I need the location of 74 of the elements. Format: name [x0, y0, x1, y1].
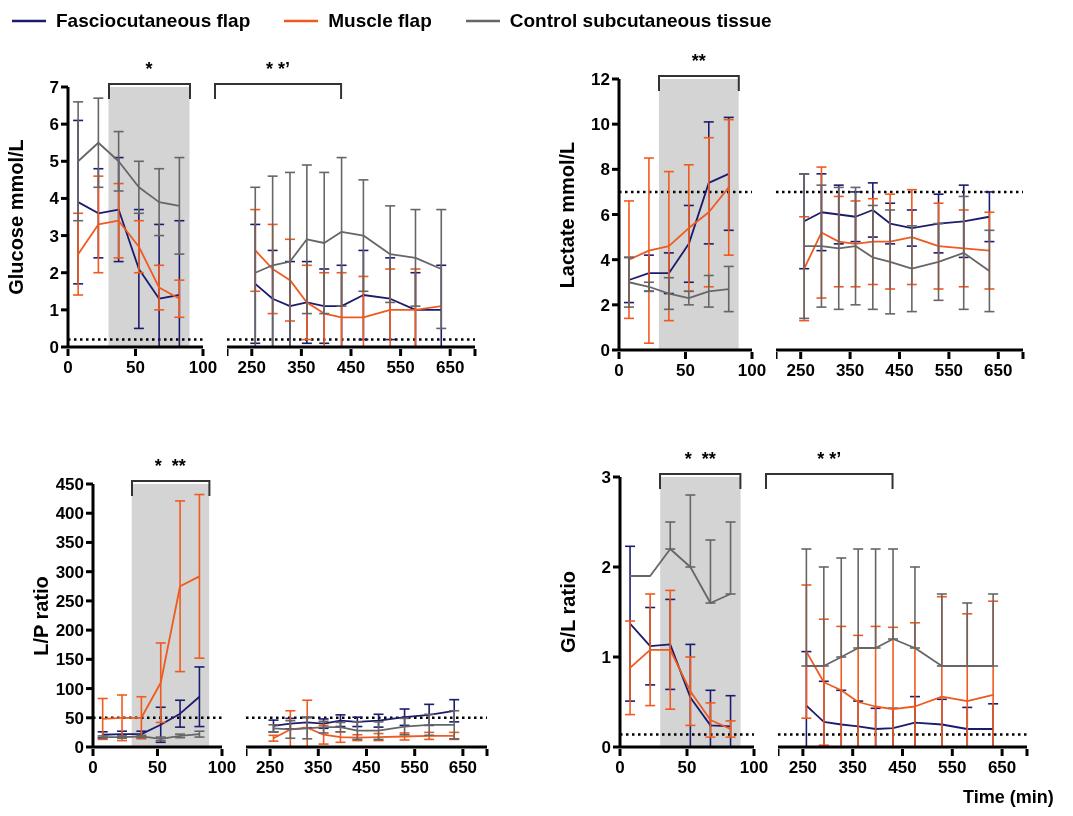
y-tick-label: 3: [49, 226, 59, 246]
x-tick-label: 450: [885, 361, 914, 380]
y-tick-label: 2: [600, 295, 610, 315]
y-axis-title: Lactate mmol/L: [555, 140, 579, 290]
y-tick-label: 12: [591, 70, 610, 90]
legend-label: Muscle flap: [328, 10, 432, 32]
x-tick-label: 550: [934, 361, 964, 380]
x-axis-title: Time (min): [963, 787, 1054, 808]
x-tick-label: 550: [400, 758, 429, 777]
x-tick-label: 650: [987, 758, 1017, 777]
y-tick-label: 1: [49, 300, 59, 320]
text: * **: [683, 449, 717, 469]
y-tick-label: 150: [55, 650, 84, 670]
text: **: [690, 51, 707, 71]
x-tick-label: 50: [677, 758, 697, 777]
x-tick-label: 100: [739, 758, 769, 777]
x-tick-label: 100: [207, 758, 237, 777]
x-tick-label: 350: [287, 358, 316, 377]
y-tick-label: 200: [55, 621, 84, 641]
x-tick-label: 250: [788, 758, 818, 777]
x-tick-label: 650: [984, 361, 1013, 380]
y-tick-label: 4: [600, 250, 611, 270]
y-tick-label: 100: [55, 679, 84, 699]
text: *: [144, 59, 154, 79]
x-tick-label: 250: [786, 361, 815, 380]
legend-label: Control subcutaneous tissue: [509, 10, 772, 32]
x-tick-label: 350: [835, 361, 865, 380]
y-tick-label: 0: [600, 341, 610, 361]
x-tick-label: 650: [436, 358, 465, 377]
y-tick-label: 4: [49, 189, 60, 209]
y-axis-title: G/L ratio: [556, 570, 580, 655]
y-tick-label: 350: [55, 533, 84, 553]
y-tick-label: 5: [49, 152, 59, 172]
x-tick-label: 0: [615, 758, 625, 777]
x-tick-label: 450: [336, 358, 366, 377]
text: * *’: [265, 59, 292, 79]
x-tick-label: 550: [938, 758, 967, 777]
y-tick-label: 7: [49, 78, 59, 98]
y-tick-label: 1: [601, 648, 611, 668]
y-tick-label: 6: [600, 205, 610, 225]
legend-label: Fasciocutaneous flap: [56, 10, 251, 32]
y-axis-title: L/P ratio: [29, 574, 53, 658]
y-tick-label: 2: [49, 263, 59, 283]
y-tick-label: 0: [74, 738, 84, 758]
x-tick-label: 550: [386, 358, 415, 377]
x-tick-label: 350: [838, 758, 867, 777]
x-tick-label: 250: [255, 758, 285, 777]
y-tick-label: 10: [591, 115, 610, 135]
x-tick-label: 450: [888, 758, 917, 777]
y-tick-label: 3: [601, 468, 611, 488]
y-tick-label: 2: [601, 558, 611, 578]
x-tick-label: 450: [352, 758, 381, 777]
x-tick-label: 0: [614, 361, 624, 380]
x-tick-label: 350: [304, 758, 333, 777]
y-tick-label: 50: [65, 708, 84, 728]
y-tick-label: 0: [49, 338, 59, 358]
y-tick-label: 6: [49, 115, 59, 135]
y-tick-label: 450: [55, 475, 84, 495]
x-tick-label: 100: [737, 361, 767, 380]
y-axis-title: Glucose mmol/L: [4, 138, 28, 297]
x-tick-label: 100: [188, 358, 218, 377]
text: * **: [153, 456, 187, 476]
y-tick-label: 250: [55, 591, 84, 611]
x-tick-label: 50: [676, 361, 695, 380]
x-tick-label: 50: [126, 358, 145, 377]
y-tick-label: 300: [55, 562, 84, 582]
y-tick-label: 8: [600, 160, 610, 180]
x-tick-label: 650: [448, 758, 478, 777]
y-tick-label: 400: [55, 504, 84, 524]
x-tick-label: 250: [237, 358, 266, 377]
text: * *’: [816, 449, 843, 469]
x-tick-label: 50: [148, 758, 167, 777]
y-tick-label: 0: [601, 738, 611, 758]
x-tick-label: 0: [88, 758, 98, 777]
